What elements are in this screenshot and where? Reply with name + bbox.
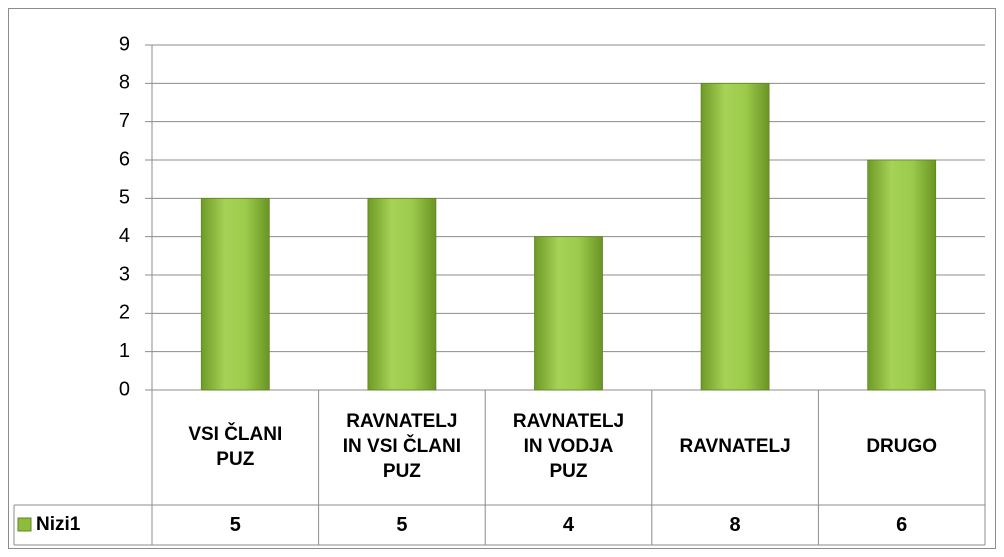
bar: [700, 82, 770, 391]
y-tick-label: 5: [119, 187, 130, 209]
x-tick-label: RAVNATELJ IN VSI ČLANI PUZ: [342, 411, 461, 482]
table-value: 6: [896, 514, 908, 536]
bar: [367, 197, 437, 391]
bar: [200, 197, 270, 391]
x-tick-label: VSI ČLANI PUZ: [188, 423, 283, 470]
y-tick-label: 3: [119, 263, 130, 285]
y-tick-label: 9: [119, 33, 130, 55]
table-value: 5: [229, 514, 241, 536]
table-value: 8: [729, 514, 741, 536]
legend-key: [17, 517, 32, 532]
y-tick-label: 8: [119, 72, 130, 94]
x-tick-label: RAVNATELJ IN VODJA PUZ: [512, 411, 625, 482]
x-tick-label: DRUGO: [866, 436, 938, 458]
x-tick-label: RAVNATELJ: [679, 436, 791, 458]
legend-label: Nizi1: [36, 513, 81, 535]
y-tick-label: 1: [119, 340, 130, 362]
bar: [867, 159, 937, 391]
table-value: 4: [562, 514, 575, 536]
y-tick-label: 7: [119, 110, 130, 132]
y-tick-label: 2: [119, 302, 130, 324]
chart-border: [8, 8, 996, 549]
y-tick-label: 6: [119, 148, 130, 170]
table-value: 5: [396, 514, 408, 536]
y-tick-label: 0: [119, 378, 130, 400]
y-tick-label: 4: [119, 225, 130, 247]
bar: [534, 236, 603, 391]
